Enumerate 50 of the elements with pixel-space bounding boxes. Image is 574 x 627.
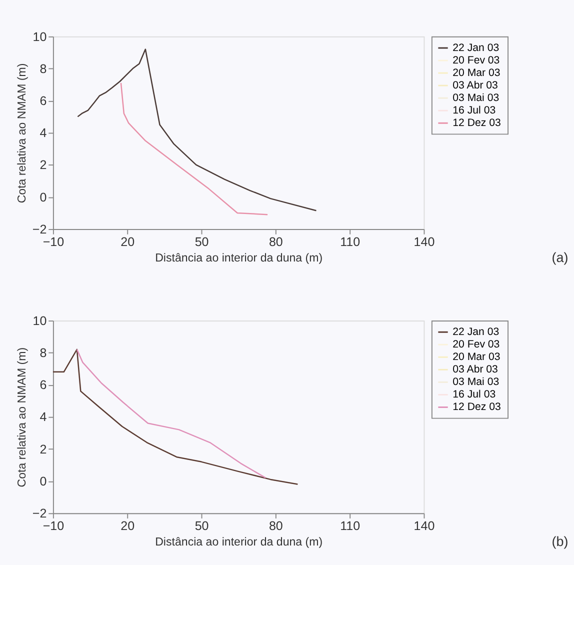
x-axis-title: Distância ao interior da duna (m) <box>155 536 323 548</box>
y-tick-label: 6 <box>40 378 47 392</box>
legend-label: 20 Fev 03 <box>452 338 500 351</box>
legend-label: 16 Jul 03 <box>452 104 496 116</box>
text: (b) <box>552 534 568 549</box>
x-tick-label: 50 <box>194 519 209 534</box>
y-tick-label: 10 <box>32 314 47 328</box>
x-tick-label: 110 <box>340 519 360 534</box>
legend-label: 20 Mar 03 <box>452 66 500 79</box>
legend-label: 03 Mai 03 <box>452 376 500 388</box>
legend-label: 03 Mai 03 <box>452 92 500 104</box>
y-axis-title: Cota relativa ao NMAM (m) <box>16 347 29 488</box>
y-tick-label: 8 <box>40 62 47 76</box>
y-tick-label: −2 <box>32 222 47 236</box>
x-tick-label: 110 <box>340 234 360 249</box>
legend-label: 22 Jan 03 <box>452 326 500 338</box>
text: (a) <box>552 250 568 265</box>
y-tick-label: 2 <box>40 158 47 172</box>
legend-label: 03 Abr 03 <box>452 79 498 92</box>
x-tick-label: −10 <box>42 519 64 534</box>
y-tick-label: 4 <box>40 410 47 424</box>
y-axis-title: Cota relativa ao NMAM (m) <box>16 63 29 204</box>
x-tick-label: 80 <box>268 234 283 249</box>
y-tick-label: 6 <box>40 94 47 108</box>
line-series <box>76 348 266 478</box>
x-tick-label: 140 <box>414 234 435 249</box>
legend-label: 12 Dez 03 <box>452 117 501 129</box>
x-axis-title: Distância ao interior da duna (m) <box>155 252 323 264</box>
y-tick-label: 4 <box>40 126 47 140</box>
x-tick-label: −10 <box>42 234 64 249</box>
line-series <box>77 48 317 212</box>
legend-label: 20 Fev 03 <box>452 54 500 66</box>
legend-label: 12 Dez 03 <box>452 401 501 414</box>
y-tick-label: 0 <box>40 190 47 204</box>
line-series <box>120 82 268 216</box>
y-tick-label: 10 <box>32 30 47 44</box>
x-tick-label: 50 <box>194 234 209 249</box>
x-tick-label: 80 <box>268 519 283 534</box>
legend-label: 20 Mar 03 <box>452 351 500 364</box>
legend-label: 16 Jul 03 <box>452 388 496 401</box>
y-tick-label: 2 <box>40 442 47 456</box>
x-tick-label: 140 <box>414 519 435 534</box>
y-tick-label: 8 <box>40 346 47 360</box>
line-series <box>52 348 298 485</box>
x-tick-label: 20 <box>120 519 135 534</box>
legend-label: 03 Abr 03 <box>452 364 498 376</box>
y-tick-label: 0 <box>40 474 47 488</box>
x-tick-label: 20 <box>120 234 135 249</box>
legend-label: 22 Jan 03 <box>452 42 500 54</box>
y-tick-label: −2 <box>32 506 47 520</box>
